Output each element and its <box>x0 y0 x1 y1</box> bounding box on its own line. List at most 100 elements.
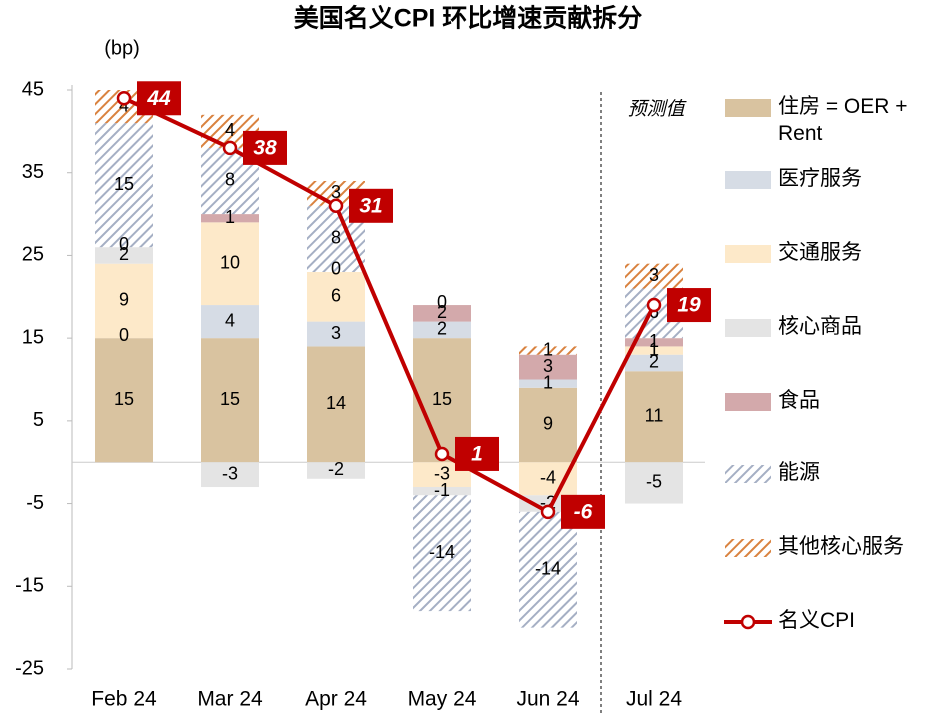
legend-label: 名义CPI <box>778 609 856 632</box>
value-label: 2 <box>437 319 447 339</box>
value-label: 11 <box>645 405 664 425</box>
legend-label: 核心商品 <box>778 315 862 338</box>
bar-segment <box>625 371 683 463</box>
value-label: 3 <box>649 265 659 285</box>
legend-item: 核心商品 <box>724 313 933 340</box>
legend-item: 医疗服务 <box>724 165 933 192</box>
legend-swatch <box>725 465 771 483</box>
cpi-point <box>222 140 238 156</box>
value-label: -3 <box>222 463 238 483</box>
y-tick-label: 45 <box>22 78 44 100</box>
value-label: 0 <box>119 234 129 254</box>
legend-marker <box>740 614 756 630</box>
value-label: 9 <box>543 414 553 434</box>
bar-segment <box>413 321 471 339</box>
legend-box <box>725 245 771 263</box>
bar-segment <box>625 338 683 347</box>
bar-segment <box>625 354 683 372</box>
value-label: 15 <box>114 174 134 194</box>
bar-segment <box>519 346 577 355</box>
value-label: 3 <box>331 323 341 343</box>
cpi-point <box>540 504 556 520</box>
bar-segment <box>413 305 471 322</box>
legend-label: 能源 <box>778 461 820 484</box>
bar-segment <box>95 247 153 264</box>
cpi-label-box <box>667 288 711 323</box>
y-axis-label: (bp) <box>104 37 140 59</box>
legend-item: 住房 = OER + Rent <box>724 93 933 147</box>
value-label: -1 <box>434 480 450 500</box>
y-tick-label: 15 <box>22 326 44 348</box>
bar-segment <box>413 487 471 496</box>
legend-label: 住房 = OER + Rent <box>778 95 908 145</box>
cpi-label-box <box>349 188 393 223</box>
bar-segment <box>625 462 683 504</box>
legend-item: 能源 <box>724 459 933 486</box>
cpi-label-box <box>137 81 181 116</box>
cpi-label: -6 <box>574 500 593 523</box>
bar-segment <box>201 305 259 339</box>
value-label: -4 <box>540 468 556 488</box>
legend-box <box>725 393 771 411</box>
bar-segment <box>307 321 365 347</box>
value-label: -5 <box>646 472 662 492</box>
value-label: 1 <box>543 339 553 359</box>
legend-item: 其他核心服务 <box>724 533 933 560</box>
value-label: 3 <box>543 356 553 376</box>
bar-segment <box>519 354 577 380</box>
value-label: 0 <box>437 292 447 312</box>
cpi-label: 19 <box>677 294 701 317</box>
legend-box <box>725 319 771 337</box>
value-label: 15 <box>114 389 134 409</box>
bar-segment <box>625 346 683 355</box>
value-label: 2 <box>437 302 447 322</box>
legend-swatch <box>725 539 771 557</box>
cpi-label: 44 <box>146 87 171 110</box>
legend-swatch <box>724 614 772 630</box>
legend-label: 医疗服务 <box>778 167 862 190</box>
legend-box <box>725 465 771 483</box>
legend-box <box>725 171 771 189</box>
value-label: -3 <box>434 463 450 483</box>
value-label: 6 <box>331 286 341 306</box>
legend-swatch <box>725 245 771 263</box>
value-label: 10 <box>220 252 240 272</box>
cpi-point <box>328 198 344 214</box>
legend-swatch <box>725 99 771 117</box>
bar-segment <box>519 379 577 388</box>
cpi-label-box <box>561 494 605 529</box>
bar-segment <box>413 495 471 612</box>
x-tick-label: Jun 24 <box>516 688 579 711</box>
value-label: 1 <box>649 331 659 351</box>
bar-segment <box>201 338 259 463</box>
x-tick-label: Apr 24 <box>305 688 367 711</box>
value-label: 3 <box>331 182 341 202</box>
value-label: 1 <box>225 207 235 227</box>
bar-segment <box>201 222 259 306</box>
bar-segment <box>519 387 577 463</box>
value-label: 0 <box>331 259 341 279</box>
bar-segment <box>307 271 365 322</box>
value-label: 9 <box>119 290 129 310</box>
value-label: 4 <box>225 310 235 330</box>
cpi-point <box>434 446 450 462</box>
y-tick-label: 35 <box>22 161 44 183</box>
bar-segment <box>519 511 577 628</box>
legend-swatch <box>725 171 771 189</box>
value-label: -14 <box>429 542 455 562</box>
legend-box <box>725 539 771 557</box>
y-tick-label: 25 <box>22 244 44 266</box>
value-label: 8 <box>225 170 235 190</box>
legend-item: 交通服务 <box>724 239 933 266</box>
value-label: -2 <box>328 459 344 479</box>
bar-segment <box>95 338 153 463</box>
bar-segment <box>95 123 153 248</box>
legend-label: 交通服务 <box>778 241 862 264</box>
x-tick-label: Feb 24 <box>91 688 157 711</box>
value-label: 1 <box>543 372 553 392</box>
y-tick-label: 5 <box>33 409 44 431</box>
cpi-label: 1 <box>471 442 483 465</box>
chart-title: 美国名义CPI 环比增速贡献拆分 <box>294 4 643 33</box>
legend-item: 食品 <box>724 387 933 414</box>
